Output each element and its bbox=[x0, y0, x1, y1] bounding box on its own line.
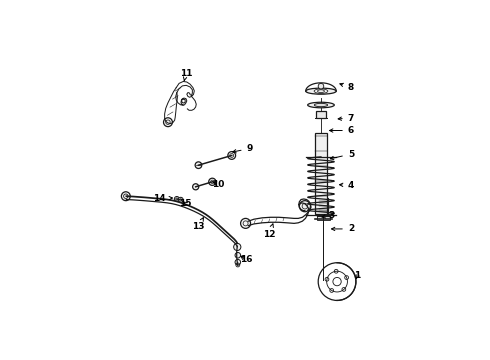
Circle shape bbox=[174, 197, 179, 202]
Text: 8: 8 bbox=[340, 83, 354, 92]
FancyBboxPatch shape bbox=[317, 215, 330, 220]
Circle shape bbox=[122, 192, 130, 201]
Text: 13: 13 bbox=[192, 218, 205, 231]
Text: 14: 14 bbox=[153, 194, 172, 203]
FancyBboxPatch shape bbox=[316, 111, 326, 118]
Circle shape bbox=[235, 252, 241, 258]
Circle shape bbox=[195, 162, 202, 168]
Ellipse shape bbox=[314, 103, 328, 107]
Circle shape bbox=[235, 260, 241, 265]
Text: 2: 2 bbox=[332, 224, 354, 233]
Circle shape bbox=[299, 201, 311, 212]
Text: 15: 15 bbox=[179, 199, 192, 208]
Text: 11: 11 bbox=[180, 69, 192, 81]
FancyBboxPatch shape bbox=[315, 133, 327, 214]
Text: 7: 7 bbox=[338, 113, 354, 122]
Text: 4: 4 bbox=[340, 181, 354, 190]
Text: 9: 9 bbox=[233, 144, 253, 153]
Circle shape bbox=[228, 152, 236, 159]
FancyBboxPatch shape bbox=[318, 198, 328, 214]
Text: 12: 12 bbox=[263, 224, 275, 239]
Circle shape bbox=[241, 219, 250, 228]
Text: 10: 10 bbox=[212, 180, 224, 189]
Text: 5: 5 bbox=[330, 150, 354, 159]
Text: 3: 3 bbox=[322, 211, 335, 220]
Circle shape bbox=[178, 197, 183, 202]
Text: 6: 6 bbox=[330, 126, 354, 135]
Ellipse shape bbox=[308, 102, 334, 108]
Circle shape bbox=[209, 178, 216, 185]
Text: 16: 16 bbox=[240, 256, 252, 265]
Circle shape bbox=[234, 243, 241, 251]
Circle shape bbox=[164, 118, 172, 127]
Text: 1: 1 bbox=[354, 271, 361, 280]
Circle shape bbox=[318, 84, 324, 89]
Ellipse shape bbox=[306, 88, 336, 94]
Circle shape bbox=[193, 184, 199, 190]
